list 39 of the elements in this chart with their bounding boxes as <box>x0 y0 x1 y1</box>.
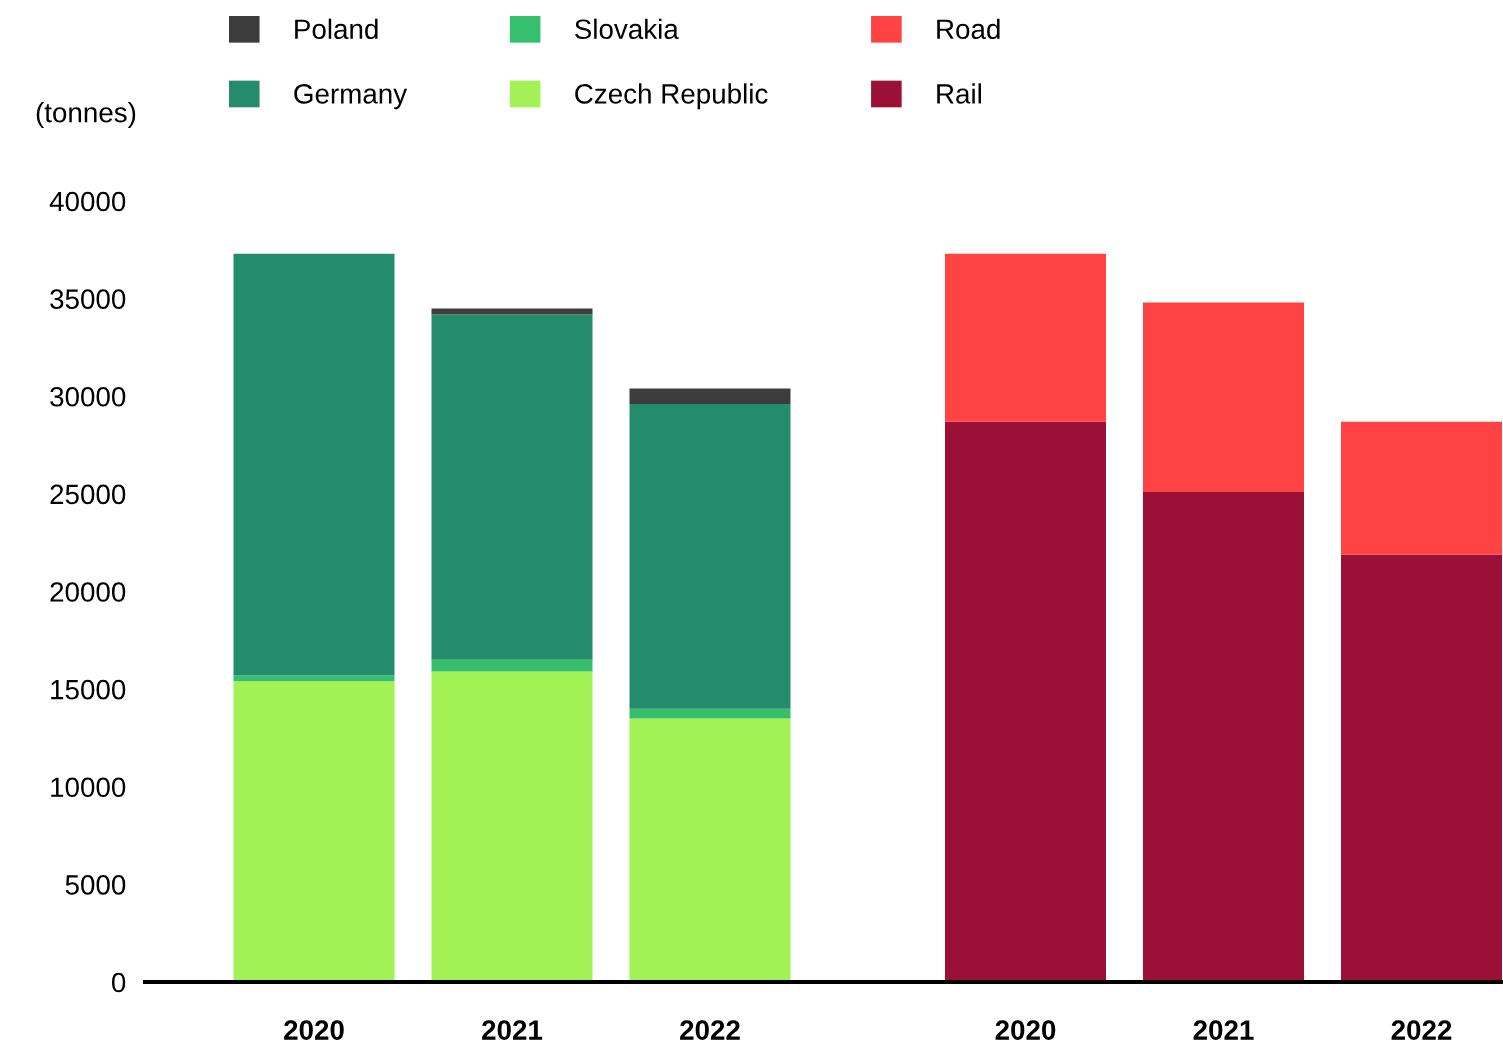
x-tick-label: 2021 <box>482 1020 543 1040</box>
y-tick-label: 30000 <box>50 386 126 407</box>
bar <box>945 421 1106 982</box>
bar <box>431 308 593 315</box>
bar <box>1143 491 1304 982</box>
y-tick-label: 20000 <box>50 582 126 602</box>
bar <box>629 388 791 405</box>
bar <box>1143 302 1304 492</box>
x-tick-label: 2021 <box>1193 1020 1254 1040</box>
bar <box>431 314 593 660</box>
x-tick-label: 2022 <box>1391 1020 1452 1040</box>
legend-label: Rail <box>937 83 981 104</box>
bar <box>1341 421 1502 555</box>
bar <box>629 404 791 709</box>
x-tick-label: 2020 <box>995 1020 1056 1040</box>
bar <box>233 253 395 676</box>
legend-label: Road <box>937 18 1000 40</box>
y-tick-label: 0 <box>111 972 126 993</box>
y-tick-label: 40000 <box>49 191 126 212</box>
x-tick-label: 2022 <box>680 1020 740 1040</box>
legend-label: Czech Republic <box>575 83 768 110</box>
y-tick-label: 35000 <box>50 289 126 309</box>
legend-label: Poland <box>295 18 378 40</box>
bar <box>431 659 593 672</box>
bar <box>629 708 791 719</box>
bar <box>233 681 395 982</box>
y-tick-label: 5000 <box>65 875 126 895</box>
legend-label: Germany <box>294 84 408 110</box>
bar <box>1341 554 1502 982</box>
y-tick-label: 25000 <box>50 484 126 505</box>
y-tick-label: 15000 <box>51 679 126 700</box>
bar <box>945 253 1106 422</box>
y-tick-label: 10000 <box>51 777 126 798</box>
y-axis-title: (tonnes) <box>36 102 136 128</box>
bar <box>431 671 593 982</box>
bar <box>233 675 395 682</box>
x-tick-label: 2020 <box>284 1020 344 1040</box>
legend-label: Slovakia <box>575 18 679 40</box>
bar <box>629 718 791 982</box>
